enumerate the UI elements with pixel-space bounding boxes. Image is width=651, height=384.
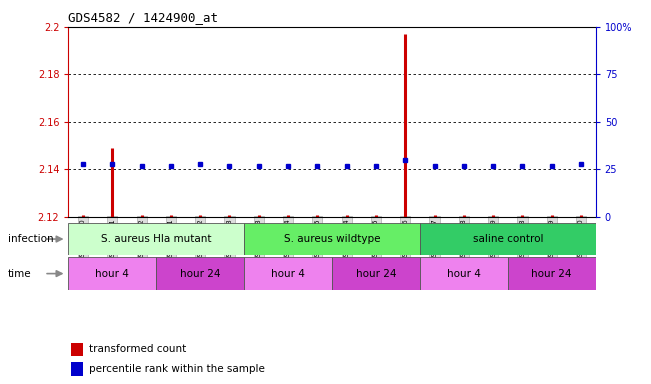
Text: time: time (8, 268, 31, 279)
Text: percentile rank within the sample: percentile rank within the sample (89, 364, 266, 374)
Bar (71, 343, 83, 356)
Bar (420, 223, 596, 255)
Text: GDS4582 / 1424900_at: GDS4582 / 1424900_at (68, 11, 218, 24)
Bar (156, 257, 244, 290)
Text: hour 4: hour 4 (271, 268, 305, 279)
Text: S. aureus wildtype: S. aureus wildtype (284, 234, 380, 244)
Bar (68, 257, 156, 290)
Text: hour 4: hour 4 (95, 268, 130, 279)
Bar (420, 257, 508, 290)
Text: hour 24: hour 24 (531, 268, 572, 279)
Text: hour 24: hour 24 (180, 268, 221, 279)
Text: S. aureus Hla mutant: S. aureus Hla mutant (101, 234, 212, 244)
Bar (244, 257, 332, 290)
Text: hour 24: hour 24 (355, 268, 396, 279)
Bar (71, 362, 83, 376)
Bar (508, 257, 596, 290)
Bar (332, 257, 420, 290)
Text: transformed count: transformed count (89, 344, 187, 354)
Text: hour 4: hour 4 (447, 268, 481, 279)
Bar (244, 223, 420, 255)
Bar (68, 223, 244, 255)
Text: saline control: saline control (473, 234, 543, 244)
Text: infection: infection (8, 234, 53, 244)
